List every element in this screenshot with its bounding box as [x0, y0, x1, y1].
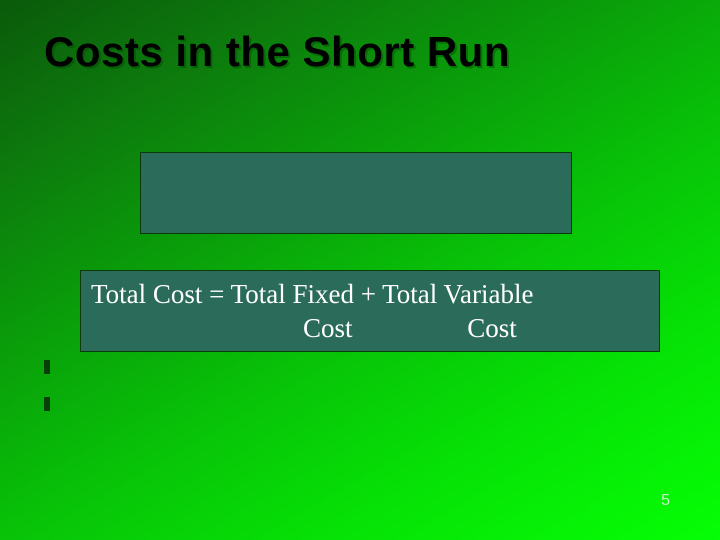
- upper-box: [140, 152, 572, 234]
- slide-title: Costs in the Short Run: [44, 28, 510, 76]
- accent-bar-1: [44, 360, 50, 374]
- equation-box: Total Cost = Total Fixed + Total Variabl…: [80, 270, 660, 352]
- slide-container: Costs in the Short Run Total Cost = Tota…: [0, 0, 720, 540]
- equation-line-1: Total Cost = Total Fixed + Total Variabl…: [91, 277, 649, 312]
- equation-line-2: Cost Cost: [91, 312, 649, 344]
- accent-bar-2: [44, 397, 50, 411]
- page-number: 5: [661, 492, 670, 510]
